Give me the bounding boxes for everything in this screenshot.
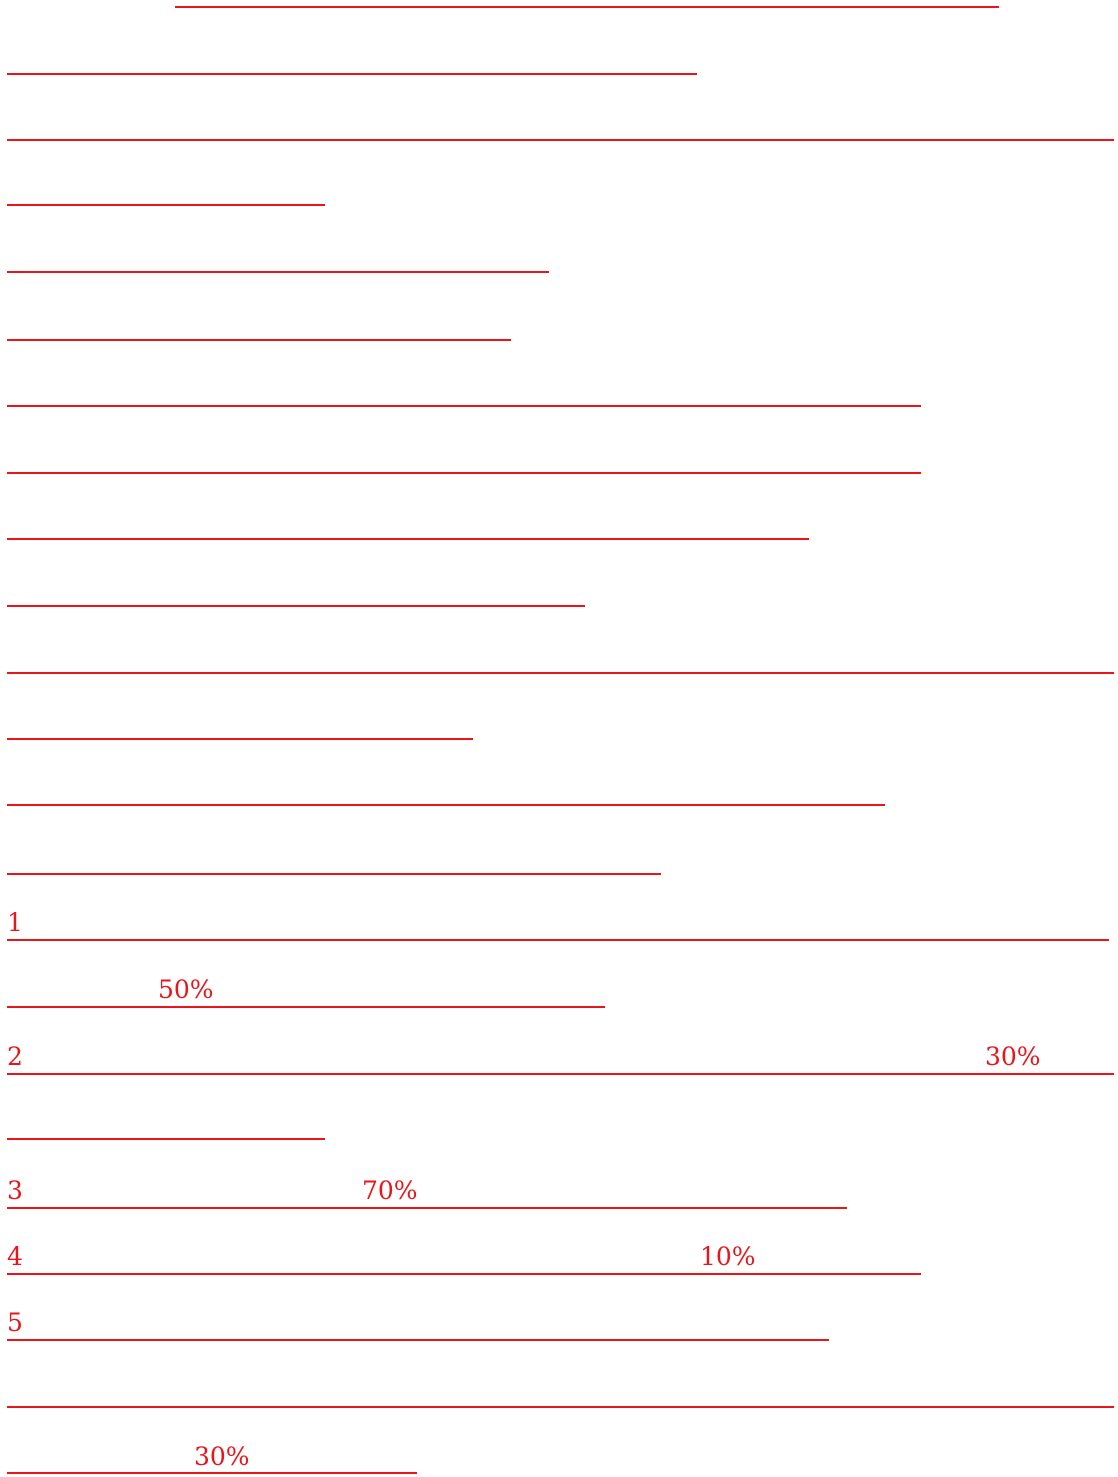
underline-1 xyxy=(175,6,999,8)
underline-17 xyxy=(7,1073,1114,1075)
underline-14 xyxy=(7,873,661,875)
percent-30-a: 30% xyxy=(985,1042,1041,1071)
underline-4 xyxy=(7,204,325,206)
percent-50: 50% xyxy=(158,975,214,1004)
list-number-3: 3 xyxy=(7,1176,23,1205)
underline-21 xyxy=(7,1339,829,1341)
underline-20 xyxy=(7,1273,921,1275)
underline-6 xyxy=(7,339,511,341)
underline-2 xyxy=(7,73,697,75)
list-number-1: 1 xyxy=(7,908,23,937)
underline-8 xyxy=(7,472,921,474)
percent-70: 70% xyxy=(362,1176,418,1205)
underline-19 xyxy=(7,1207,847,1209)
underline-16 xyxy=(7,1006,605,1008)
underline-11 xyxy=(7,672,1114,674)
percent-10: 10% xyxy=(700,1242,756,1271)
list-number-5: 5 xyxy=(7,1308,23,1337)
underline-10 xyxy=(7,605,585,607)
list-number-2: 2 xyxy=(7,1042,23,1071)
underline-22 xyxy=(7,1406,1114,1408)
percent-30-b: 30% xyxy=(194,1442,250,1471)
underline-5 xyxy=(7,271,549,273)
underline-9 xyxy=(7,538,809,540)
underline-15 xyxy=(7,939,1109,941)
underline-3 xyxy=(7,139,1114,141)
underline-7 xyxy=(7,405,921,407)
underline-23 xyxy=(7,1472,417,1474)
underline-12 xyxy=(7,738,473,740)
underline-13 xyxy=(7,804,885,806)
underline-18 xyxy=(7,1138,325,1140)
list-number-4: 4 xyxy=(7,1242,23,1271)
